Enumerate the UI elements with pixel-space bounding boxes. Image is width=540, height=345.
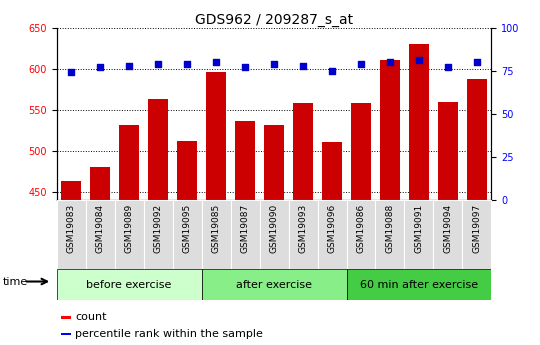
Bar xyxy=(404,200,434,269)
Bar xyxy=(86,200,114,269)
Bar xyxy=(380,60,400,345)
Bar xyxy=(61,316,71,319)
Text: GSM19087: GSM19087 xyxy=(241,204,249,253)
Bar xyxy=(235,121,255,345)
Bar xyxy=(467,79,487,345)
Text: percentile rank within the sample: percentile rank within the sample xyxy=(75,329,263,339)
Point xyxy=(299,63,307,68)
Bar xyxy=(201,200,231,269)
Point xyxy=(444,65,453,70)
Bar xyxy=(462,200,491,269)
Bar xyxy=(264,125,284,345)
Text: GSM19094: GSM19094 xyxy=(443,204,453,253)
Text: 60 min after exercise: 60 min after exercise xyxy=(360,280,478,289)
Bar xyxy=(61,181,82,345)
Bar xyxy=(322,142,342,345)
Bar xyxy=(114,200,144,269)
Text: GSM19088: GSM19088 xyxy=(386,204,394,253)
Text: GSM19097: GSM19097 xyxy=(472,204,482,253)
Text: GSM19084: GSM19084 xyxy=(96,204,105,253)
Bar xyxy=(201,269,347,300)
Text: GSM19089: GSM19089 xyxy=(125,204,134,253)
Point xyxy=(357,61,366,67)
Bar xyxy=(206,72,226,345)
Point xyxy=(154,61,163,67)
Text: GSM19096: GSM19096 xyxy=(328,204,336,253)
Text: GSM19085: GSM19085 xyxy=(212,204,221,253)
Bar xyxy=(438,101,458,345)
Text: GSM19095: GSM19095 xyxy=(183,204,192,253)
Text: GSM19091: GSM19091 xyxy=(415,204,423,253)
Bar xyxy=(375,200,404,269)
Text: GSM19083: GSM19083 xyxy=(67,204,76,253)
Text: GSM19093: GSM19093 xyxy=(299,204,308,253)
Bar xyxy=(144,200,173,269)
Point xyxy=(67,70,76,75)
Bar xyxy=(351,103,371,345)
Bar xyxy=(347,269,491,300)
Text: GSM19086: GSM19086 xyxy=(356,204,366,253)
Bar xyxy=(293,103,313,345)
Bar xyxy=(57,269,201,300)
Text: time: time xyxy=(3,277,28,286)
Point xyxy=(270,61,279,67)
Text: count: count xyxy=(75,312,106,322)
Text: after exercise: after exercise xyxy=(236,280,312,289)
Point xyxy=(386,59,394,65)
Point xyxy=(212,59,220,65)
Bar xyxy=(57,200,86,269)
Bar xyxy=(90,167,110,345)
Bar xyxy=(260,200,288,269)
Bar xyxy=(347,200,375,269)
Bar xyxy=(409,44,429,345)
Point xyxy=(183,61,192,67)
Bar xyxy=(318,200,347,269)
Bar xyxy=(434,200,462,269)
Point xyxy=(415,58,423,63)
Text: GSM19092: GSM19092 xyxy=(153,204,163,253)
Point xyxy=(125,63,133,68)
Bar xyxy=(231,200,260,269)
Point xyxy=(96,65,105,70)
Point xyxy=(472,59,481,65)
Bar xyxy=(148,99,168,345)
Bar xyxy=(173,200,201,269)
Bar xyxy=(177,141,197,345)
Text: before exercise: before exercise xyxy=(86,280,172,289)
Point xyxy=(328,68,336,73)
Point xyxy=(241,65,249,70)
Bar xyxy=(61,333,71,335)
Bar xyxy=(288,200,318,269)
Bar xyxy=(119,125,139,345)
Text: GSM19090: GSM19090 xyxy=(269,204,279,253)
Title: GDS962 / 209287_s_at: GDS962 / 209287_s_at xyxy=(195,12,353,27)
